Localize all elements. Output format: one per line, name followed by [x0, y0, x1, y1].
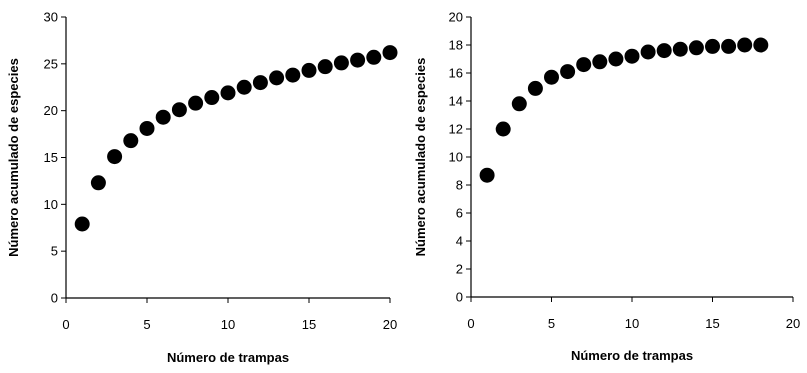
y-tick-label: 25 [44, 56, 58, 71]
data-point [74, 216, 90, 232]
data-point [624, 48, 640, 64]
x-tick-label: 5 [143, 317, 150, 332]
x-tick-label: 0 [467, 316, 474, 331]
y-tick-label: 14 [449, 94, 463, 109]
y-tick-label: 20 [44, 103, 58, 118]
data-point [656, 43, 672, 59]
data-point [171, 102, 187, 118]
chart-2: 0 2 4 6 8 10 12 14 16 18 20 0 5 10 15 20 Número de tramp… [413, 10, 800, 364]
data-point [640, 44, 656, 60]
data-point [721, 38, 737, 54]
y-tick-label: 15 [44, 150, 58, 165]
data-point [220, 85, 236, 101]
x-tick-label: 20 [786, 316, 800, 331]
data-point [737, 37, 753, 53]
y-tick-label: 6 [456, 206, 463, 221]
data-point [107, 149, 123, 165]
x-tick-label: 10 [221, 317, 235, 332]
y-tick-label: 5 [51, 244, 58, 259]
y-tick-label: 2 [456, 262, 463, 277]
y-axis-title: Número acumulado de especies [6, 58, 21, 257]
y-tick-label: 12 [449, 122, 463, 137]
y-tick-label: 8 [456, 178, 463, 193]
data-point [544, 69, 559, 85]
data-point [155, 109, 171, 125]
data-point [576, 57, 592, 73]
data-point [511, 96, 527, 112]
data-point [608, 51, 624, 67]
data-point [269, 70, 285, 86]
data-point [479, 167, 495, 183]
data-point [333, 55, 349, 71]
y-tick-label: 0 [51, 291, 58, 306]
data-point [495, 121, 511, 137]
data-point [301, 62, 317, 78]
x-tick-label: 15 [302, 317, 316, 332]
data-point [90, 175, 106, 191]
data-point [188, 95, 204, 111]
data-point [672, 41, 688, 57]
chart-1: 0 5 10 15 20 25 30 0 5 10 15 20 Número de trampas Núm… [6, 10, 398, 365]
x-tick-label: 0 [62, 317, 69, 332]
y-axis-title: Número acumulado de especies [413, 58, 428, 257]
x-tick-label: 15 [705, 316, 719, 331]
data-point [705, 38, 720, 54]
y-tick-label: 10 [449, 150, 463, 165]
data-point [252, 75, 268, 91]
data-point [204, 90, 220, 106]
data-point [123, 133, 139, 149]
y-tick-label: 0 [456, 290, 463, 305]
y-tick-label: 10 [44, 197, 58, 212]
y-tick-label: 4 [456, 234, 463, 249]
data-point [527, 80, 543, 96]
data-point [366, 49, 382, 65]
data-point [382, 45, 398, 61]
data-point [560, 64, 576, 80]
y-tick-label: 30 [44, 10, 58, 25]
y-tick-label: 18 [449, 38, 463, 53]
data-point [753, 37, 769, 53]
data-point [236, 79, 252, 95]
data-point [592, 54, 608, 70]
x-axis-title: Número de trampas [167, 350, 289, 365]
data-point [139, 120, 155, 136]
x-tick-label: 5 [548, 316, 555, 331]
data-point [317, 59, 333, 75]
x-tick-label: 10 [625, 316, 639, 331]
y-tick-label: 20 [449, 10, 463, 25]
x-axis-title: Número de trampas [571, 348, 693, 363]
x-tick-label: 20 [383, 317, 397, 332]
data-point [688, 40, 704, 56]
data-point [350, 52, 366, 68]
data-point [285, 67, 301, 83]
y-tick-label: 16 [449, 66, 463, 81]
